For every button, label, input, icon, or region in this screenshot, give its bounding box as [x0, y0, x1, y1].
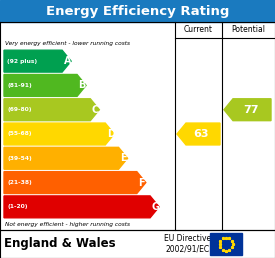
Text: (69-80): (69-80): [7, 107, 32, 112]
Text: (39-54): (39-54): [7, 156, 32, 161]
Text: EU Directive
2002/91/EC: EU Directive 2002/91/EC: [164, 234, 211, 254]
Text: Energy Efficiency Rating: Energy Efficiency Rating: [46, 4, 229, 18]
Text: Current: Current: [184, 26, 213, 35]
Polygon shape: [4, 172, 146, 194]
Text: B: B: [79, 80, 86, 90]
Text: Potential: Potential: [232, 26, 265, 35]
Text: A: A: [64, 56, 71, 66]
Text: 77: 77: [243, 105, 258, 115]
Text: Very energy efficient - lower running costs: Very energy efficient - lower running co…: [5, 41, 130, 46]
Polygon shape: [177, 123, 220, 145]
Polygon shape: [4, 196, 159, 218]
Text: (92 plus): (92 plus): [7, 59, 37, 64]
Polygon shape: [4, 75, 86, 96]
Bar: [0, 22, 275, 230]
Polygon shape: [4, 99, 99, 121]
Bar: [0, 0, 275, 22]
Text: 63: 63: [194, 129, 209, 139]
Text: C: C: [92, 105, 99, 115]
Bar: [210, 233, 242, 255]
Text: G: G: [152, 202, 159, 212]
Polygon shape: [4, 123, 114, 145]
Text: (21-38): (21-38): [7, 180, 32, 185]
Polygon shape: [4, 147, 128, 169]
Text: (55-68): (55-68): [7, 132, 32, 136]
Text: D: D: [107, 129, 115, 139]
Bar: [0, 230, 275, 258]
Polygon shape: [224, 99, 271, 121]
Text: England & Wales: England & Wales: [4, 238, 115, 251]
Text: (81-91): (81-91): [7, 83, 32, 88]
Text: Not energy efficient - higher running costs: Not energy efficient - higher running co…: [5, 222, 130, 227]
Text: E: E: [120, 153, 127, 163]
Polygon shape: [4, 50, 71, 72]
Text: (1-20): (1-20): [7, 204, 28, 209]
Text: F: F: [138, 178, 145, 188]
